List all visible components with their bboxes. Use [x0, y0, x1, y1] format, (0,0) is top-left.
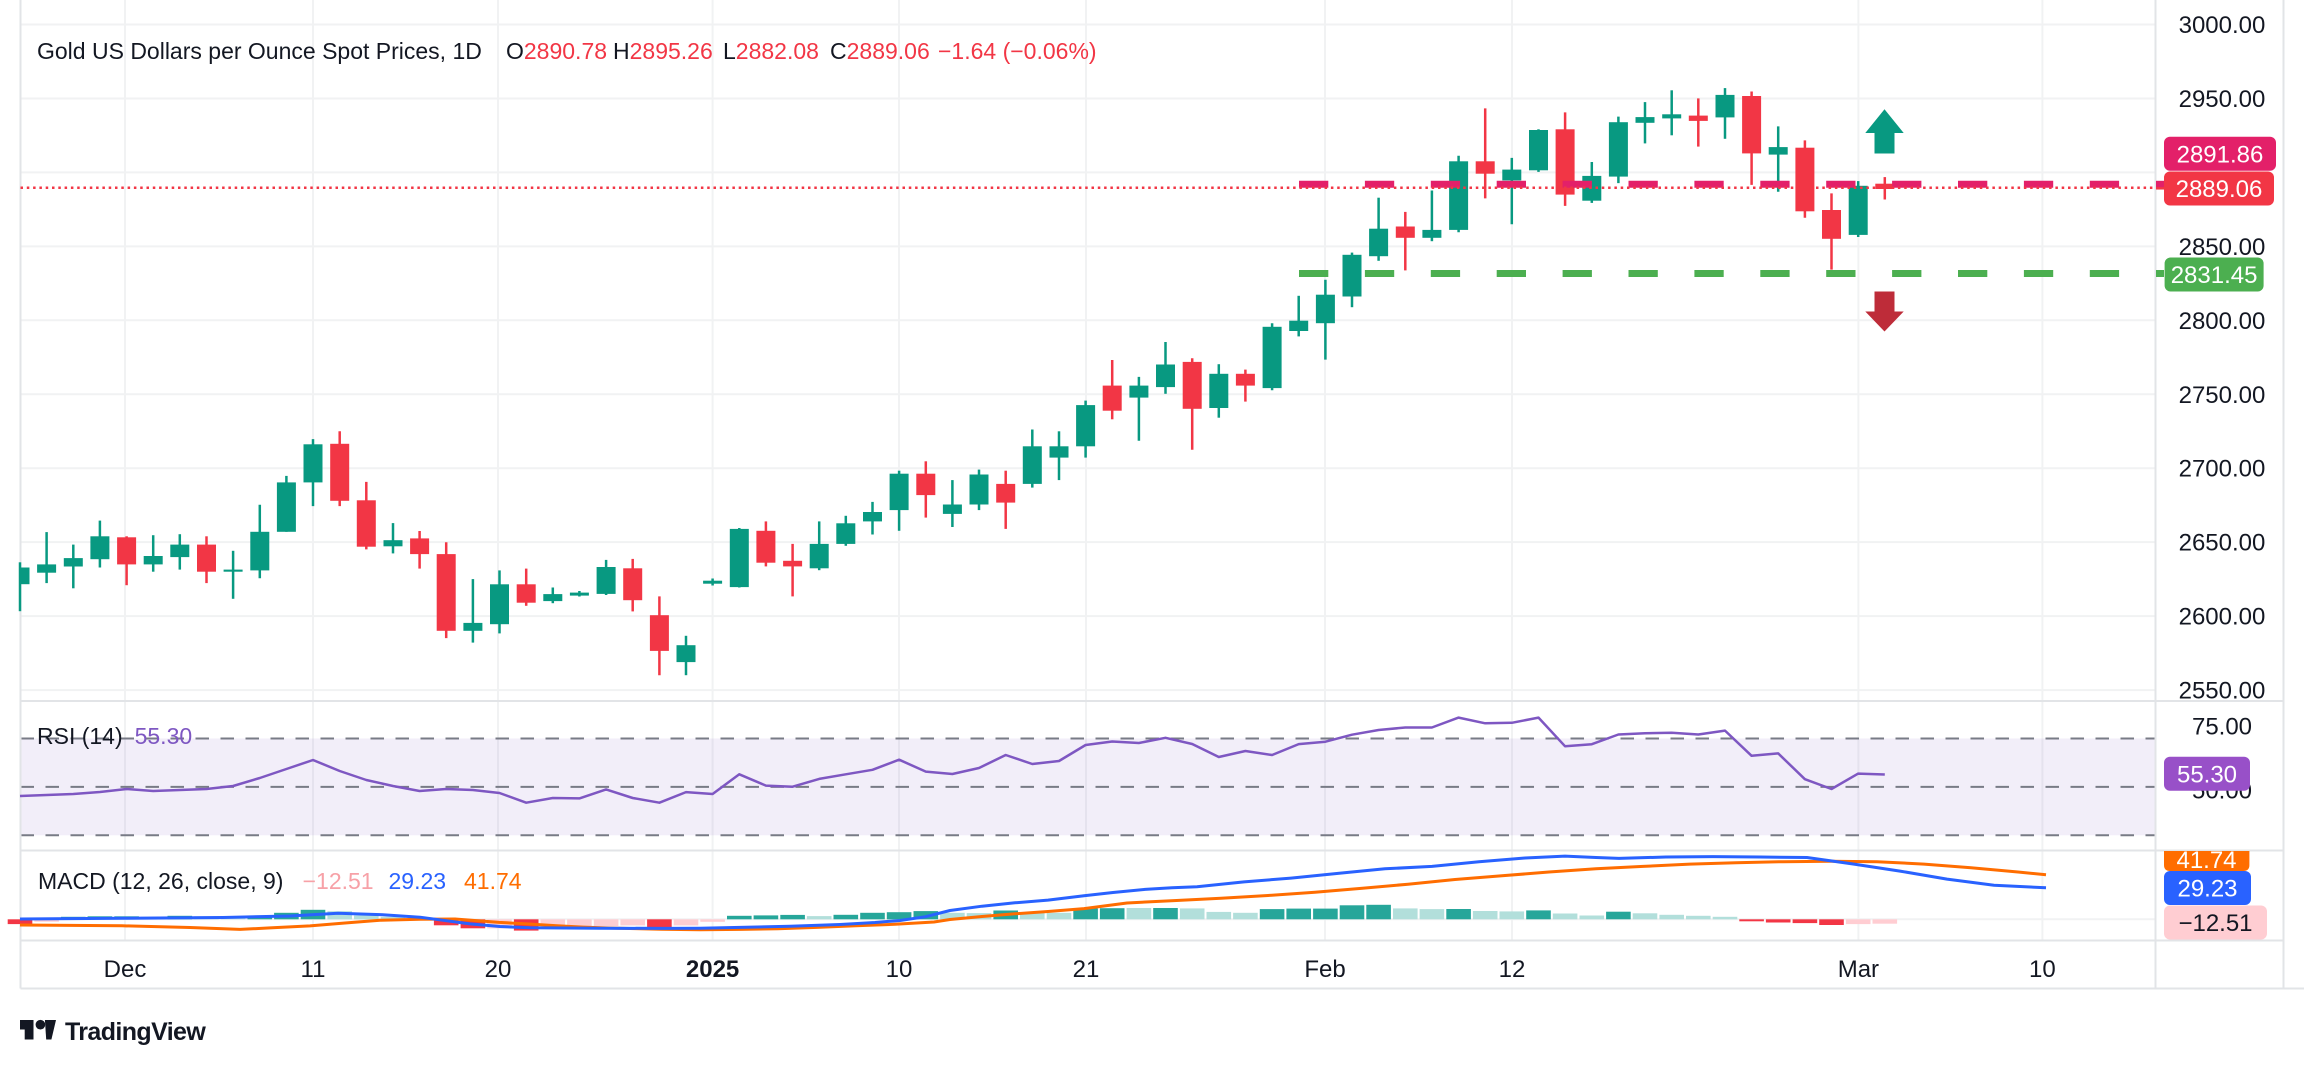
svg-text:2850.00: 2850.00 — [2179, 234, 2266, 261]
svg-text:RSI (14) 55.30: RSI (14) 55.30 — [37, 723, 192, 749]
svg-text:2950.00: 2950.00 — [2179, 86, 2266, 113]
svg-text:H2895.26: H2895.26 — [613, 38, 713, 64]
svg-text:2025: 2025 — [686, 956, 739, 983]
svg-text:2831.45: 2831.45 — [2171, 262, 2258, 289]
svg-text:20: 20 — [485, 956, 512, 983]
svg-text:10: 10 — [2029, 956, 2056, 983]
svg-text:2891.86: 2891.86 — [2177, 141, 2264, 168]
svg-text:Feb: Feb — [1304, 956, 1345, 983]
svg-text:2550.00: 2550.00 — [2179, 678, 2266, 705]
svg-text:Mar: Mar — [1838, 956, 1879, 983]
svg-text:−12.51: −12.51 — [2178, 910, 2252, 937]
svg-text:−1.64 (−0.06%): −1.64 (−0.06%) — [938, 38, 1097, 64]
svg-text:75.00: 75.00 — [2192, 714, 2252, 741]
svg-text:TradingView: TradingView — [65, 1018, 206, 1046]
svg-text:2750.00: 2750.00 — [2179, 382, 2266, 409]
svg-text:2700.00: 2700.00 — [2179, 456, 2266, 483]
svg-text:10: 10 — [886, 956, 913, 983]
svg-text:11: 11 — [301, 956, 326, 983]
svg-text:29.23: 29.23 — [2177, 876, 2237, 903]
svg-text:41.74: 41.74 — [2176, 847, 2236, 874]
svg-text:3000.00: 3000.00 — [2179, 12, 2266, 39]
svg-text:2600.00: 2600.00 — [2179, 604, 2266, 631]
svg-text:Dec: Dec — [104, 956, 147, 983]
svg-text:2800.00: 2800.00 — [2179, 308, 2266, 335]
svg-text:MACD (12, 26, close, 9) −12.51: MACD (12, 26, close, 9) −12.51 29.23 41.74 — [38, 868, 522, 894]
svg-text:L2882.08: L2882.08 — [723, 38, 819, 64]
svg-text:O2890.78: O2890.78 — [506, 38, 607, 64]
svg-text:C2889.06: C2889.06 — [830, 38, 930, 64]
svg-text:2650.00: 2650.00 — [2179, 530, 2266, 557]
svg-text:55.30: 55.30 — [2177, 761, 2237, 788]
svg-text:2889.06: 2889.06 — [2176, 176, 2263, 203]
svg-text:12: 12 — [1499, 956, 1526, 983]
svg-text:21: 21 — [1073, 956, 1100, 983]
svg-text:Gold US Dollars per Ounce Spot: Gold US Dollars per Ounce Spot Prices, 1… — [37, 38, 482, 64]
